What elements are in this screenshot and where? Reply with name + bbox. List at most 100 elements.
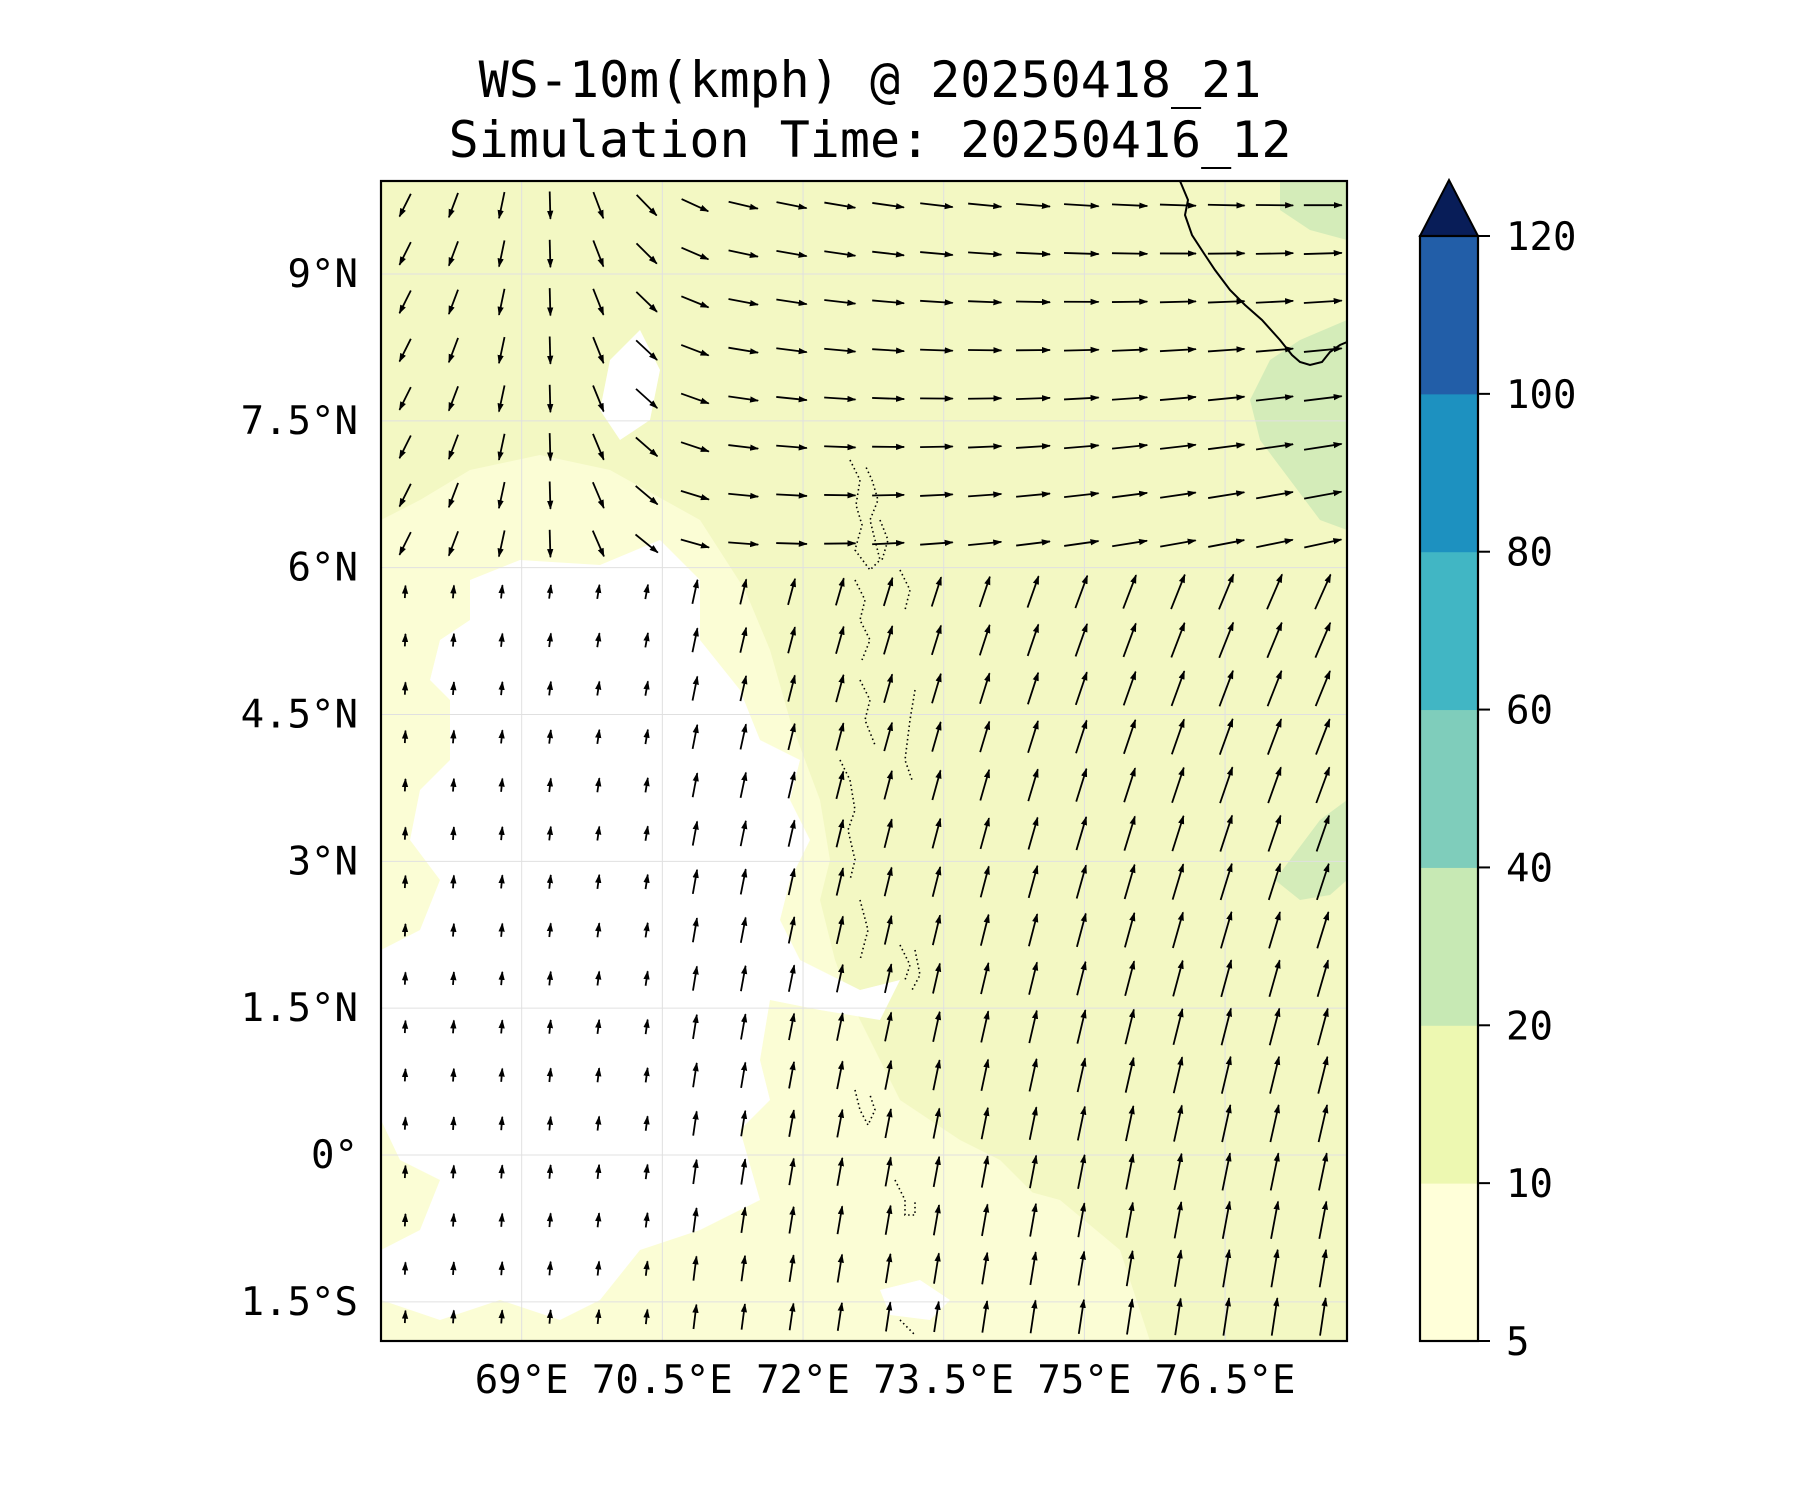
wind-vector [1266,621,1283,659]
wind-vector [1077,1250,1086,1286]
wind-vector [692,917,699,943]
wind-vector [681,198,710,213]
wind-vector [933,1252,941,1284]
wind-vector [1111,442,1149,450]
wind-vector [788,1205,796,1234]
wind-vector [595,1115,602,1131]
wind-vector [835,867,845,896]
wind-vector [1016,491,1051,498]
wind-vector [1064,490,1100,499]
wind-vector [1016,202,1051,209]
lon-tick-label: 69°E [475,1358,569,1403]
wind-vector [1124,960,1136,997]
wind-vector [643,728,650,745]
wind-vector [401,1068,409,1082]
wind-vector [450,826,457,840]
wind-vector [885,1301,893,1332]
wind-vector [595,1018,602,1034]
wind-vector [1016,539,1051,547]
wind-vector [932,962,942,994]
wind-vector [1316,959,1329,998]
wind-vector [884,1059,893,1090]
wind-vector [1028,961,1039,995]
wind-vector [1256,490,1294,500]
wind-vector [398,386,412,411]
wind-vector [450,922,457,937]
wind-vector [776,249,808,258]
wind-vector [931,672,942,704]
wind-vector [835,963,845,993]
wind-vector [931,721,942,752]
wind-vector [498,1115,505,1131]
wind-vector [979,817,990,850]
colorbar-segment [1420,867,1478,1026]
wind-vector [401,633,409,647]
wind-vector [872,491,906,499]
wind-vector [728,346,759,355]
wind-vector [1174,1249,1183,1287]
wind-vector [595,970,602,986]
wind-vector [824,299,857,306]
wind-vector [681,246,710,261]
wind-vector [691,772,699,798]
wind-vector [546,922,554,938]
wind-vector [824,395,857,403]
wind-vector [1172,1056,1184,1094]
wind-vector [740,1158,748,1185]
wind-vector [401,1019,409,1034]
wind-vector [739,819,748,847]
wind-vector [1122,670,1137,706]
wind-vector [1267,718,1283,755]
wind-vector [498,970,505,986]
wind-vector [643,583,650,600]
wind-vector [546,1164,554,1179]
wind-vector [1304,538,1343,549]
colorbar-segment [1420,236,1478,395]
wind-vector [920,251,954,258]
colorbar-tick-label: 20 [1506,1004,1553,1049]
wind-vector [448,192,459,219]
wind-vector [1222,1297,1231,1336]
wind-vector [1173,1152,1184,1191]
map-title: WS-10m(kmph) @ 20250418_21 Simulation Ti… [380,50,1360,170]
wind-vector [1111,394,1149,401]
wind-vector [1267,814,1282,852]
wind-vector [932,1204,941,1236]
wind-vector [1269,1055,1281,1094]
wind-vector [635,388,658,409]
wind-vector [450,584,457,599]
wind-vector [643,1308,650,1325]
contour-band-20-40-east [1275,800,1347,900]
wind-vector [691,820,699,846]
wind-vector [547,384,554,414]
wind-vector [401,1213,409,1227]
wind-vector [401,1261,409,1275]
wind-vector [739,578,748,605]
wind-vector [739,626,748,653]
wind-vector [1076,960,1087,996]
wind-vector [1173,1201,1183,1239]
wind-vector [1171,766,1185,804]
wind-vector [498,922,505,937]
wind-vector [1170,573,1186,610]
wind-vector [883,914,893,945]
wind-vector [497,530,506,558]
wind-vector [980,962,990,995]
lon-tick-label: 76.5°E [1155,1358,1296,1403]
wind-vector [546,729,554,744]
wind-vector [401,1116,409,1130]
wind-vector [1074,671,1088,706]
lat-tick-label: 7.5°N [241,399,358,444]
wind-vector [882,576,894,607]
wind-vector [883,818,893,849]
wind-vector [872,202,905,210]
wind-vector [981,1203,990,1237]
wind-vector [643,825,650,841]
wind-vector [1074,623,1088,657]
longitude-tick-labels: 69°E 70.5°E 72°E 73.5°E 75°E 76.5°E [475,1358,1296,1403]
wind-vector [1159,442,1197,450]
wind-vector [776,396,808,403]
wind-vector [740,1013,748,1040]
wind-vector [1028,1106,1038,1140]
contour-below-5-small [880,1280,950,1320]
